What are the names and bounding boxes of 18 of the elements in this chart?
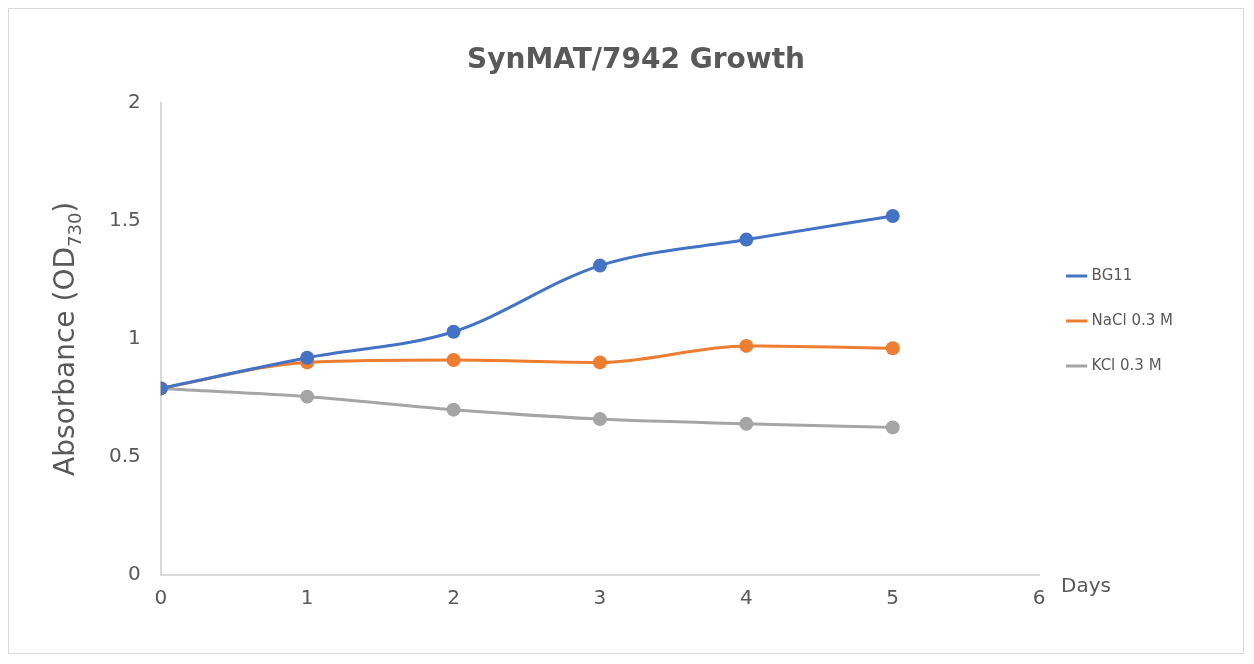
x-tick-label: 4 — [739, 585, 753, 610]
legend-label: BG11 — [1091, 265, 1133, 284]
legend-label: NaCl 0.3 M — [1091, 310, 1173, 329]
x-tick-label: 5 — [886, 585, 900, 610]
y-axis-title: Absorbance (OD730) — [48, 201, 85, 476]
y-tick-label: 0.5 — [108, 443, 141, 468]
x-tick-label: 2 — [447, 585, 460, 610]
y-tick-label: 2 — [128, 88, 141, 113]
x-tick-label: 6 — [1032, 585, 1046, 610]
y-tick-label: 1.5 — [108, 206, 141, 231]
x-tick-label: 1 — [300, 585, 314, 610]
x-axis-title: Days — [1061, 573, 1112, 598]
y-tick-label: 0 — [128, 561, 141, 586]
legend-label: KCl 0.3 M — [1091, 355, 1162, 374]
chart-title: SynMAT/7942 Growth — [467, 42, 805, 76]
x-tick-label: 0 — [154, 585, 168, 610]
x-tick-label: 3 — [593, 585, 607, 610]
y-tick-label: 1 — [128, 325, 141, 349]
